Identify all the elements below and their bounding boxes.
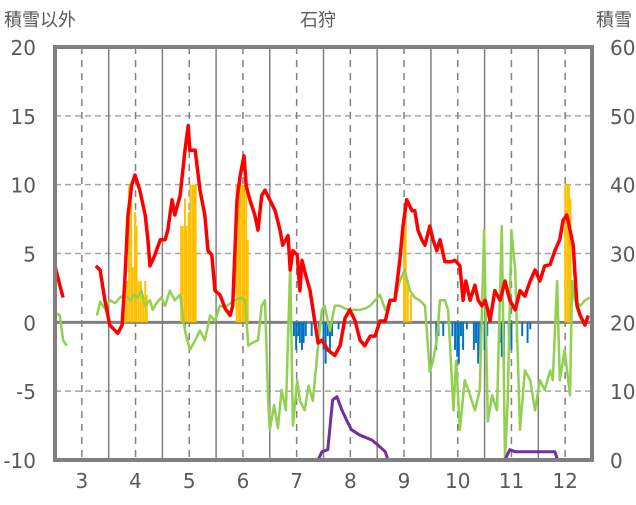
blue-bar xyxy=(292,322,295,337)
blue-bar xyxy=(475,322,477,343)
orange-bar xyxy=(245,184,248,323)
chart-title: 石狩 xyxy=(300,10,336,31)
blue-bar xyxy=(442,322,445,337)
right-tick-label: 50 xyxy=(610,105,635,129)
blue-bar xyxy=(454,322,457,350)
orange-bar xyxy=(404,212,407,323)
x-tick-label: 8 xyxy=(344,469,357,493)
x-tick-label: 4 xyxy=(129,469,142,493)
left-tick-label: -5 xyxy=(16,380,36,404)
blue-bar xyxy=(526,322,529,343)
orange-bar xyxy=(410,294,412,323)
blue-bar xyxy=(328,322,331,350)
left-axis-title: 積雪以外 xyxy=(4,10,76,31)
blue-bar xyxy=(310,322,313,337)
orange-bar xyxy=(194,184,197,323)
blue-bar xyxy=(486,322,489,337)
blue-bar xyxy=(331,322,334,337)
x-tick-label: 7 xyxy=(290,469,303,493)
blue-bar xyxy=(301,322,303,350)
orange-bar xyxy=(128,184,131,323)
left-tick-label: 20 xyxy=(11,36,36,60)
orange-bar xyxy=(134,212,136,323)
blue-bar xyxy=(337,322,340,330)
orange-bar xyxy=(130,184,133,323)
orange-bar xyxy=(181,225,184,323)
blue-bar xyxy=(457,322,460,364)
orange-bar xyxy=(183,198,186,323)
blue-bar xyxy=(462,322,465,350)
blue-bar xyxy=(477,322,480,364)
orange-bar xyxy=(137,281,140,323)
blue-bar xyxy=(451,322,454,337)
orange-bar xyxy=(142,294,145,323)
orange-bar xyxy=(564,184,567,323)
orange-bar xyxy=(246,239,249,323)
blue-bar xyxy=(295,322,298,350)
blue-bar xyxy=(483,322,486,350)
x-tick-label: 9 xyxy=(398,469,411,493)
orange-bar xyxy=(239,184,242,323)
right-tick-label: 0 xyxy=(610,449,623,473)
blue-bar xyxy=(326,322,329,337)
orange-bar xyxy=(406,281,409,323)
orange-bar xyxy=(241,184,244,323)
blue-bar xyxy=(324,322,327,364)
x-tick-label: 11 xyxy=(499,469,524,493)
blue-bar xyxy=(302,322,305,343)
orange-bar xyxy=(187,212,190,323)
blue-bar xyxy=(322,322,325,350)
orange-bar xyxy=(403,212,406,323)
blue-bar xyxy=(521,322,524,337)
x-tick-label: 12 xyxy=(552,469,577,493)
right-tick-label: 60 xyxy=(610,36,635,60)
orange-bar xyxy=(125,281,128,323)
orange-bar xyxy=(191,184,194,323)
orange-bar xyxy=(243,184,245,323)
left-tick-label: 10 xyxy=(11,174,36,198)
blue-bar xyxy=(465,322,468,330)
blue-bar xyxy=(472,322,475,350)
left-tick-label: 0 xyxy=(23,311,36,335)
orange-bar xyxy=(135,225,138,323)
blue-bar xyxy=(500,322,503,357)
blue-bar xyxy=(297,322,300,337)
orange-bar xyxy=(193,184,196,323)
right-tick-label: 20 xyxy=(610,311,635,335)
orange-bar xyxy=(567,184,570,323)
right-tick-label: 40 xyxy=(610,174,635,198)
x-tick-label: 6 xyxy=(237,469,250,493)
orange-bar xyxy=(237,184,240,323)
blue-bar xyxy=(510,322,513,350)
orange-bar xyxy=(144,281,147,323)
orange-bar xyxy=(180,225,183,323)
orange-bar xyxy=(189,184,192,323)
left-tick-label: 5 xyxy=(23,243,36,267)
orange-bar xyxy=(566,184,569,323)
plot-frame xyxy=(53,45,594,462)
blue-bar xyxy=(460,322,462,337)
blue-bar xyxy=(304,322,307,337)
right-tick-label: 30 xyxy=(610,243,635,267)
blue-bar xyxy=(529,322,532,330)
blue-bar xyxy=(298,322,301,343)
x-tick-label: 3 xyxy=(75,469,88,493)
right-axis-title: 積雪 xyxy=(596,10,632,31)
orange-bar xyxy=(569,198,572,323)
left-tick-label: 15 xyxy=(11,105,36,129)
x-tick-label: 10 xyxy=(445,469,470,493)
blue-bar xyxy=(456,322,459,357)
green-line xyxy=(54,224,591,462)
orange-bar xyxy=(145,294,148,323)
x-tick-label: 5 xyxy=(183,469,196,493)
orange-bar xyxy=(185,225,188,323)
orange-bar xyxy=(139,281,142,323)
left-tick-label: -10 xyxy=(3,449,36,473)
right-tick-label: 10 xyxy=(610,380,635,404)
